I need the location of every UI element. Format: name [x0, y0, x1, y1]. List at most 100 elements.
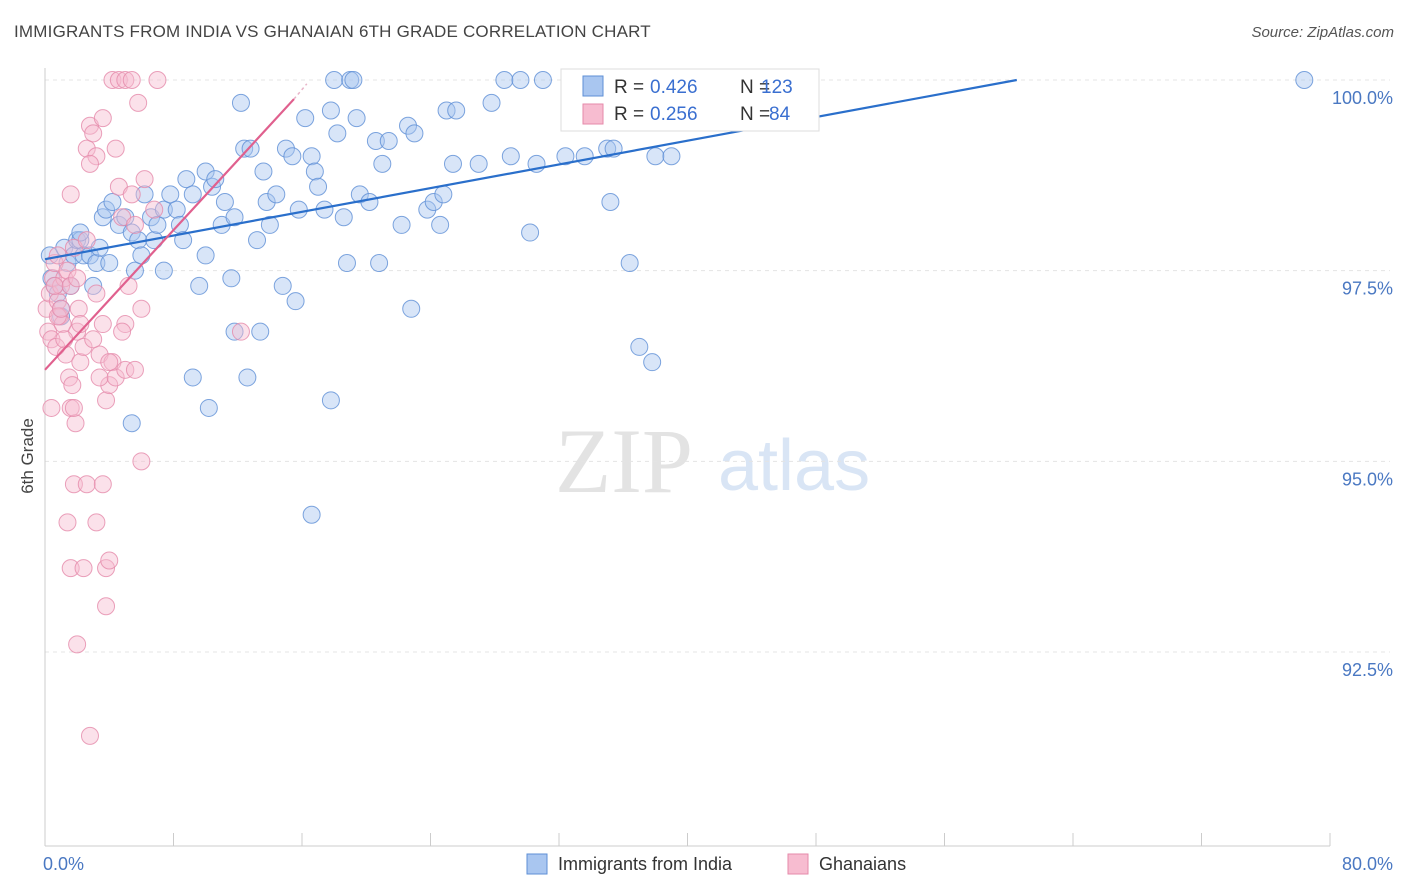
india-point-104: [154, 261, 173, 280]
chart-title: IMMIGRANTS FROM INDIA VS GHANAIAN 6TH GR…: [14, 22, 651, 41]
ghana-point-59: [45, 276, 64, 295]
ghana-point-40: [132, 299, 151, 318]
ghana-point-80: [80, 154, 99, 173]
india-point-45: [241, 139, 260, 158]
ghana-point-50: [58, 513, 77, 532]
india-point-49: [260, 215, 279, 234]
ghana-point-28: [93, 315, 112, 334]
ghana-point-75: [113, 322, 132, 341]
ghana-point-29: [97, 391, 116, 410]
ghana-point-21: [71, 353, 90, 372]
india-trend-line: [44, 78, 1017, 261]
y-axis-label: 6th Grade: [18, 418, 37, 494]
india-point-59: [321, 101, 340, 120]
india-point-53: [289, 200, 308, 219]
trend-lines: [44, 78, 1017, 371]
india-point-77: [418, 200, 437, 219]
bottom-legend-label-india: Immigrants from India: [558, 854, 733, 874]
india-point-65: [344, 71, 363, 89]
source-label: Source: ZipAtlas.com: [1251, 24, 1394, 41]
y-tick-label-1: 97.5%: [1342, 279, 1393, 299]
india-point-63: [337, 254, 356, 273]
ghana-point-39: [129, 93, 148, 112]
india-point-34: [190, 276, 209, 295]
ghana-point-58: [80, 726, 99, 745]
ghana-point-53: [74, 559, 93, 578]
ghana-point-26: [87, 147, 106, 166]
ghana-point-73: [64, 398, 83, 417]
tick-labels: 100.0% 97.5% 95.0% 92.5% 0.0% 80.0%: [43, 88, 1393, 874]
india-point-75: [402, 299, 421, 318]
india-point-80: [434, 185, 453, 204]
india-point-28: [161, 185, 180, 204]
india-point-36: [196, 162, 215, 181]
india-point-81: [437, 101, 456, 120]
india-point-40: [215, 193, 234, 212]
ghana-point-81: [61, 185, 80, 204]
india-point-47: [254, 162, 273, 181]
ghana-point-46: [148, 71, 167, 89]
india-point-108: [238, 368, 257, 387]
ghana-point-79: [93, 109, 112, 128]
ghana-trend-line: [44, 98, 295, 371]
ghana-point-22: [74, 337, 93, 356]
ghana-point-66: [90, 368, 109, 387]
india-point-27: [154, 200, 173, 219]
ghana-point-37: [122, 185, 141, 204]
axes: [44, 68, 1331, 847]
india-point-103: [646, 147, 665, 166]
india-point-54: [296, 109, 315, 128]
india-point-78: [424, 193, 443, 212]
india-point-72: [379, 132, 398, 151]
india-point-101: [630, 337, 649, 356]
india-point-114: [122, 414, 141, 433]
ghana-point-48: [77, 475, 96, 494]
india-point-119: [132, 246, 151, 265]
ghana-point-32: [106, 139, 125, 158]
legend-r-label-1: R =: [614, 77, 649, 98]
india-point-32: [177, 170, 196, 189]
legend-r-value-2: 0.256: [650, 104, 698, 125]
y-tick-label-3: 92.5%: [1342, 660, 1393, 680]
ghana-point-52: [61, 559, 80, 578]
india-point-55: [302, 147, 321, 166]
ghana-point-51: [87, 513, 106, 532]
india-point-82: [443, 154, 462, 173]
india-point-118: [71, 223, 90, 242]
bottom-legend-swatch-pink: [787, 853, 809, 875]
india-point-92: [556, 147, 575, 166]
india-point-60: [325, 71, 344, 89]
ghana-point-83: [231, 322, 250, 341]
ghana-point-41: [135, 170, 154, 189]
india-point-73: [392, 215, 411, 234]
india-point-86: [495, 71, 514, 89]
india-point-105: [183, 368, 202, 387]
bottom-legend-label-ghana: Ghanaians: [819, 854, 906, 874]
india-point-122: [1295, 71, 1314, 89]
india-point-69: [366, 132, 385, 151]
india-point-70: [370, 254, 389, 273]
ghana-point-49: [93, 475, 112, 494]
india-point-88: [511, 71, 530, 89]
india-point-106: [199, 398, 218, 417]
india-point-62: [334, 208, 353, 227]
ghana-point-16: [63, 376, 82, 395]
india-point-116: [100, 254, 119, 273]
ghana-point-47: [64, 475, 83, 494]
india-point-83: [447, 101, 466, 120]
legend-n-label-1: N =: [740, 77, 775, 98]
ghana-point-43: [109, 71, 128, 89]
y-tick-label-2: 95.0%: [1342, 469, 1393, 489]
legend-swatch-blue: [582, 75, 604, 97]
ghana-point-57: [68, 635, 87, 654]
ghana-point-45: [122, 71, 141, 89]
india-point-84: [469, 154, 488, 173]
ghana-point-18: [66, 414, 85, 433]
india-point-38: [206, 170, 225, 189]
ghana-point-30: [100, 376, 119, 395]
india-point-71: [373, 154, 392, 173]
india-point-29: [167, 200, 186, 219]
india-point-85: [482, 93, 501, 112]
ghana-point-68: [106, 368, 125, 387]
